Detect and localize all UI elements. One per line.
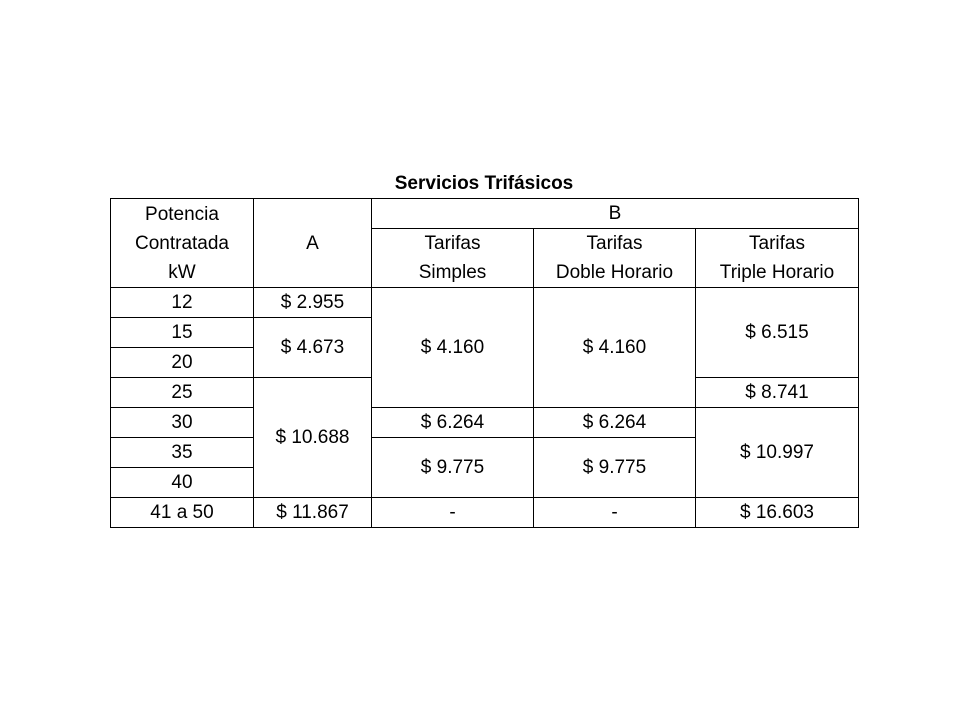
header-potencia: Potencia Contratada kW (110, 198, 254, 288)
simples-value-cell: $ 9.775 (371, 437, 534, 498)
header-potencia-line-2: Contratada (134, 232, 229, 254)
potencia-cell: 40 (110, 467, 254, 498)
table-row: 30 $ 6.264 $ 6.264 $ 10.997 (110, 407, 859, 498)
header-doble-line-1: Tarifas (586, 233, 643, 254)
header-potencia-line-1: Potencia (145, 203, 219, 225)
doble-value-cell: $ 4.160 (533, 287, 696, 408)
triple-value-cell: $ 10.997 (695, 407, 859, 498)
triple-value-cell: $ 8.741 (695, 377, 859, 408)
potencia-cell: 12 (110, 287, 254, 318)
header-doble: Tarifas Doble Horario (533, 228, 696, 288)
potencia-cell: 20 (110, 347, 254, 378)
a-value-cell: $ 11.867 (253, 497, 372, 528)
table-row: 41 a 50 $ 11.867 - - $ 16.603 (110, 497, 859, 528)
simples-value-cell: - (371, 497, 534, 528)
header-triple-line-2: Triple Horario (719, 262, 835, 283)
simples-value-cell: $ 4.160 (371, 287, 534, 408)
simples-value-cell: $ 6.264 (371, 407, 534, 438)
header-potencia-line-3: kW (168, 261, 196, 283)
table-row: 35 $ 9.775 $ 9.775 (110, 437, 859, 498)
header-doble-line-2: Doble Horario (555, 262, 674, 283)
header-simples-line-2: Simples (418, 262, 487, 283)
header-triple: Tarifas Triple Horario (695, 228, 859, 288)
header-b: B (371, 198, 859, 229)
subheader-row: Tarifas Simples Tarifas Doble Horario Ta… (111, 228, 859, 288)
header-row: Potencia Contratada kW A B (110, 198, 859, 288)
potencia-cell: 30 (110, 407, 254, 438)
potencia-cell: 15 (110, 317, 254, 348)
triple-value-cell: $ 16.603 (695, 497, 859, 528)
a-value-cell: $ 2.955 (253, 287, 372, 318)
header-simples-line-1: Tarifas (424, 233, 481, 254)
header-a: A (253, 198, 372, 288)
potencia-cell: 35 (110, 437, 254, 468)
potencia-cell: 41 a 50 (110, 497, 254, 528)
a-value-cell: $ 10.688 (253, 377, 372, 498)
potencia-cell: 25 (110, 377, 254, 408)
triple-value-cell: $ 6.515 (695, 287, 859, 378)
header-triple-line-1: Tarifas (749, 233, 805, 254)
header-simples: Tarifas Simples (371, 228, 534, 288)
table-row: 12 $ 2.955 $ 4.160 $ 4.160 $ 6.515 (110, 287, 859, 408)
table-row: 20 (110, 347, 859, 378)
table-row: 15 $ 4.673 (110, 317, 859, 378)
table-row: 25 $ 10.688 $ 8.741 (110, 377, 859, 498)
doble-value-cell: - (533, 497, 696, 528)
a-value-cell: $ 4.673 (253, 317, 372, 378)
doble-value-cell: $ 6.264 (533, 407, 696, 438)
tariffs-table: Potencia Contratada kW A B Tarifas Simpl… (110, 198, 859, 528)
doble-value-cell: $ 9.775 (533, 437, 696, 498)
table-title: Servicios Trifásicos (394, 173, 574, 194)
